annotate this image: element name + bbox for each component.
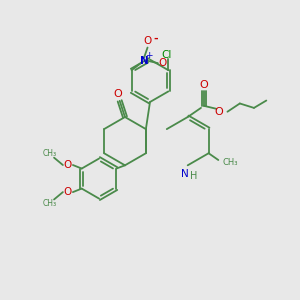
Text: -: - — [154, 34, 158, 44]
Text: CH₃: CH₃ — [43, 199, 57, 208]
Text: Cl: Cl — [162, 50, 172, 60]
Text: H: H — [190, 171, 198, 181]
Text: O: O — [64, 160, 72, 170]
Text: O: O — [143, 36, 152, 46]
Text: N: N — [140, 56, 148, 66]
Text: CH₃: CH₃ — [43, 149, 57, 158]
Text: O: O — [200, 80, 208, 90]
Text: O: O — [64, 187, 72, 197]
Text: +: + — [146, 51, 153, 60]
Text: O: O — [215, 107, 224, 117]
Text: CH₃: CH₃ — [223, 158, 238, 167]
Text: O: O — [158, 58, 166, 68]
Text: O: O — [114, 89, 123, 99]
Text: N: N — [182, 169, 189, 179]
